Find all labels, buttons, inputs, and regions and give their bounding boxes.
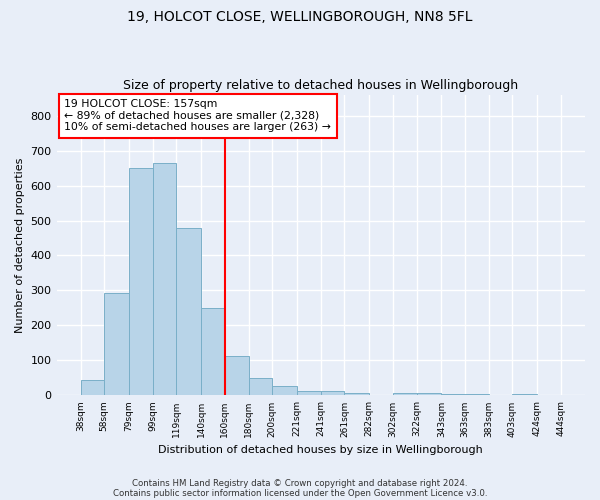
Bar — [80, 380, 104, 396]
Bar — [272, 386, 297, 396]
Text: Contains HM Land Registry data © Crown copyright and database right 2024.: Contains HM Land Registry data © Crown c… — [132, 478, 468, 488]
Bar — [416, 392, 442, 396]
Bar — [321, 390, 344, 396]
Bar — [176, 228, 201, 396]
X-axis label: Distribution of detached houses by size in Wellingborough: Distribution of detached houses by size … — [158, 445, 483, 455]
Text: Contains public sector information licensed under the Open Government Licence v3: Contains public sector information licen… — [113, 488, 487, 498]
Bar — [201, 308, 225, 396]
Bar — [129, 168, 153, 396]
Text: 19 HOLCOT CLOSE: 157sqm
← 89% of detached houses are smaller (2,328)
10% of semi: 19 HOLCOT CLOSE: 157sqm ← 89% of detache… — [64, 99, 331, 132]
Bar — [104, 293, 129, 396]
Bar — [465, 394, 489, 396]
Title: Size of property relative to detached houses in Wellingborough: Size of property relative to detached ho… — [123, 79, 518, 92]
Bar — [512, 394, 538, 396]
Text: 19, HOLCOT CLOSE, WELLINGBOROUGH, NN8 5FL: 19, HOLCOT CLOSE, WELLINGBOROUGH, NN8 5F… — [127, 10, 473, 24]
Bar — [153, 164, 176, 396]
Bar — [344, 392, 369, 396]
Y-axis label: Number of detached properties: Number of detached properties — [15, 158, 25, 332]
Bar — [442, 394, 465, 396]
Bar — [225, 356, 248, 396]
Bar — [297, 390, 321, 396]
Bar — [248, 378, 272, 396]
Bar — [393, 392, 416, 396]
